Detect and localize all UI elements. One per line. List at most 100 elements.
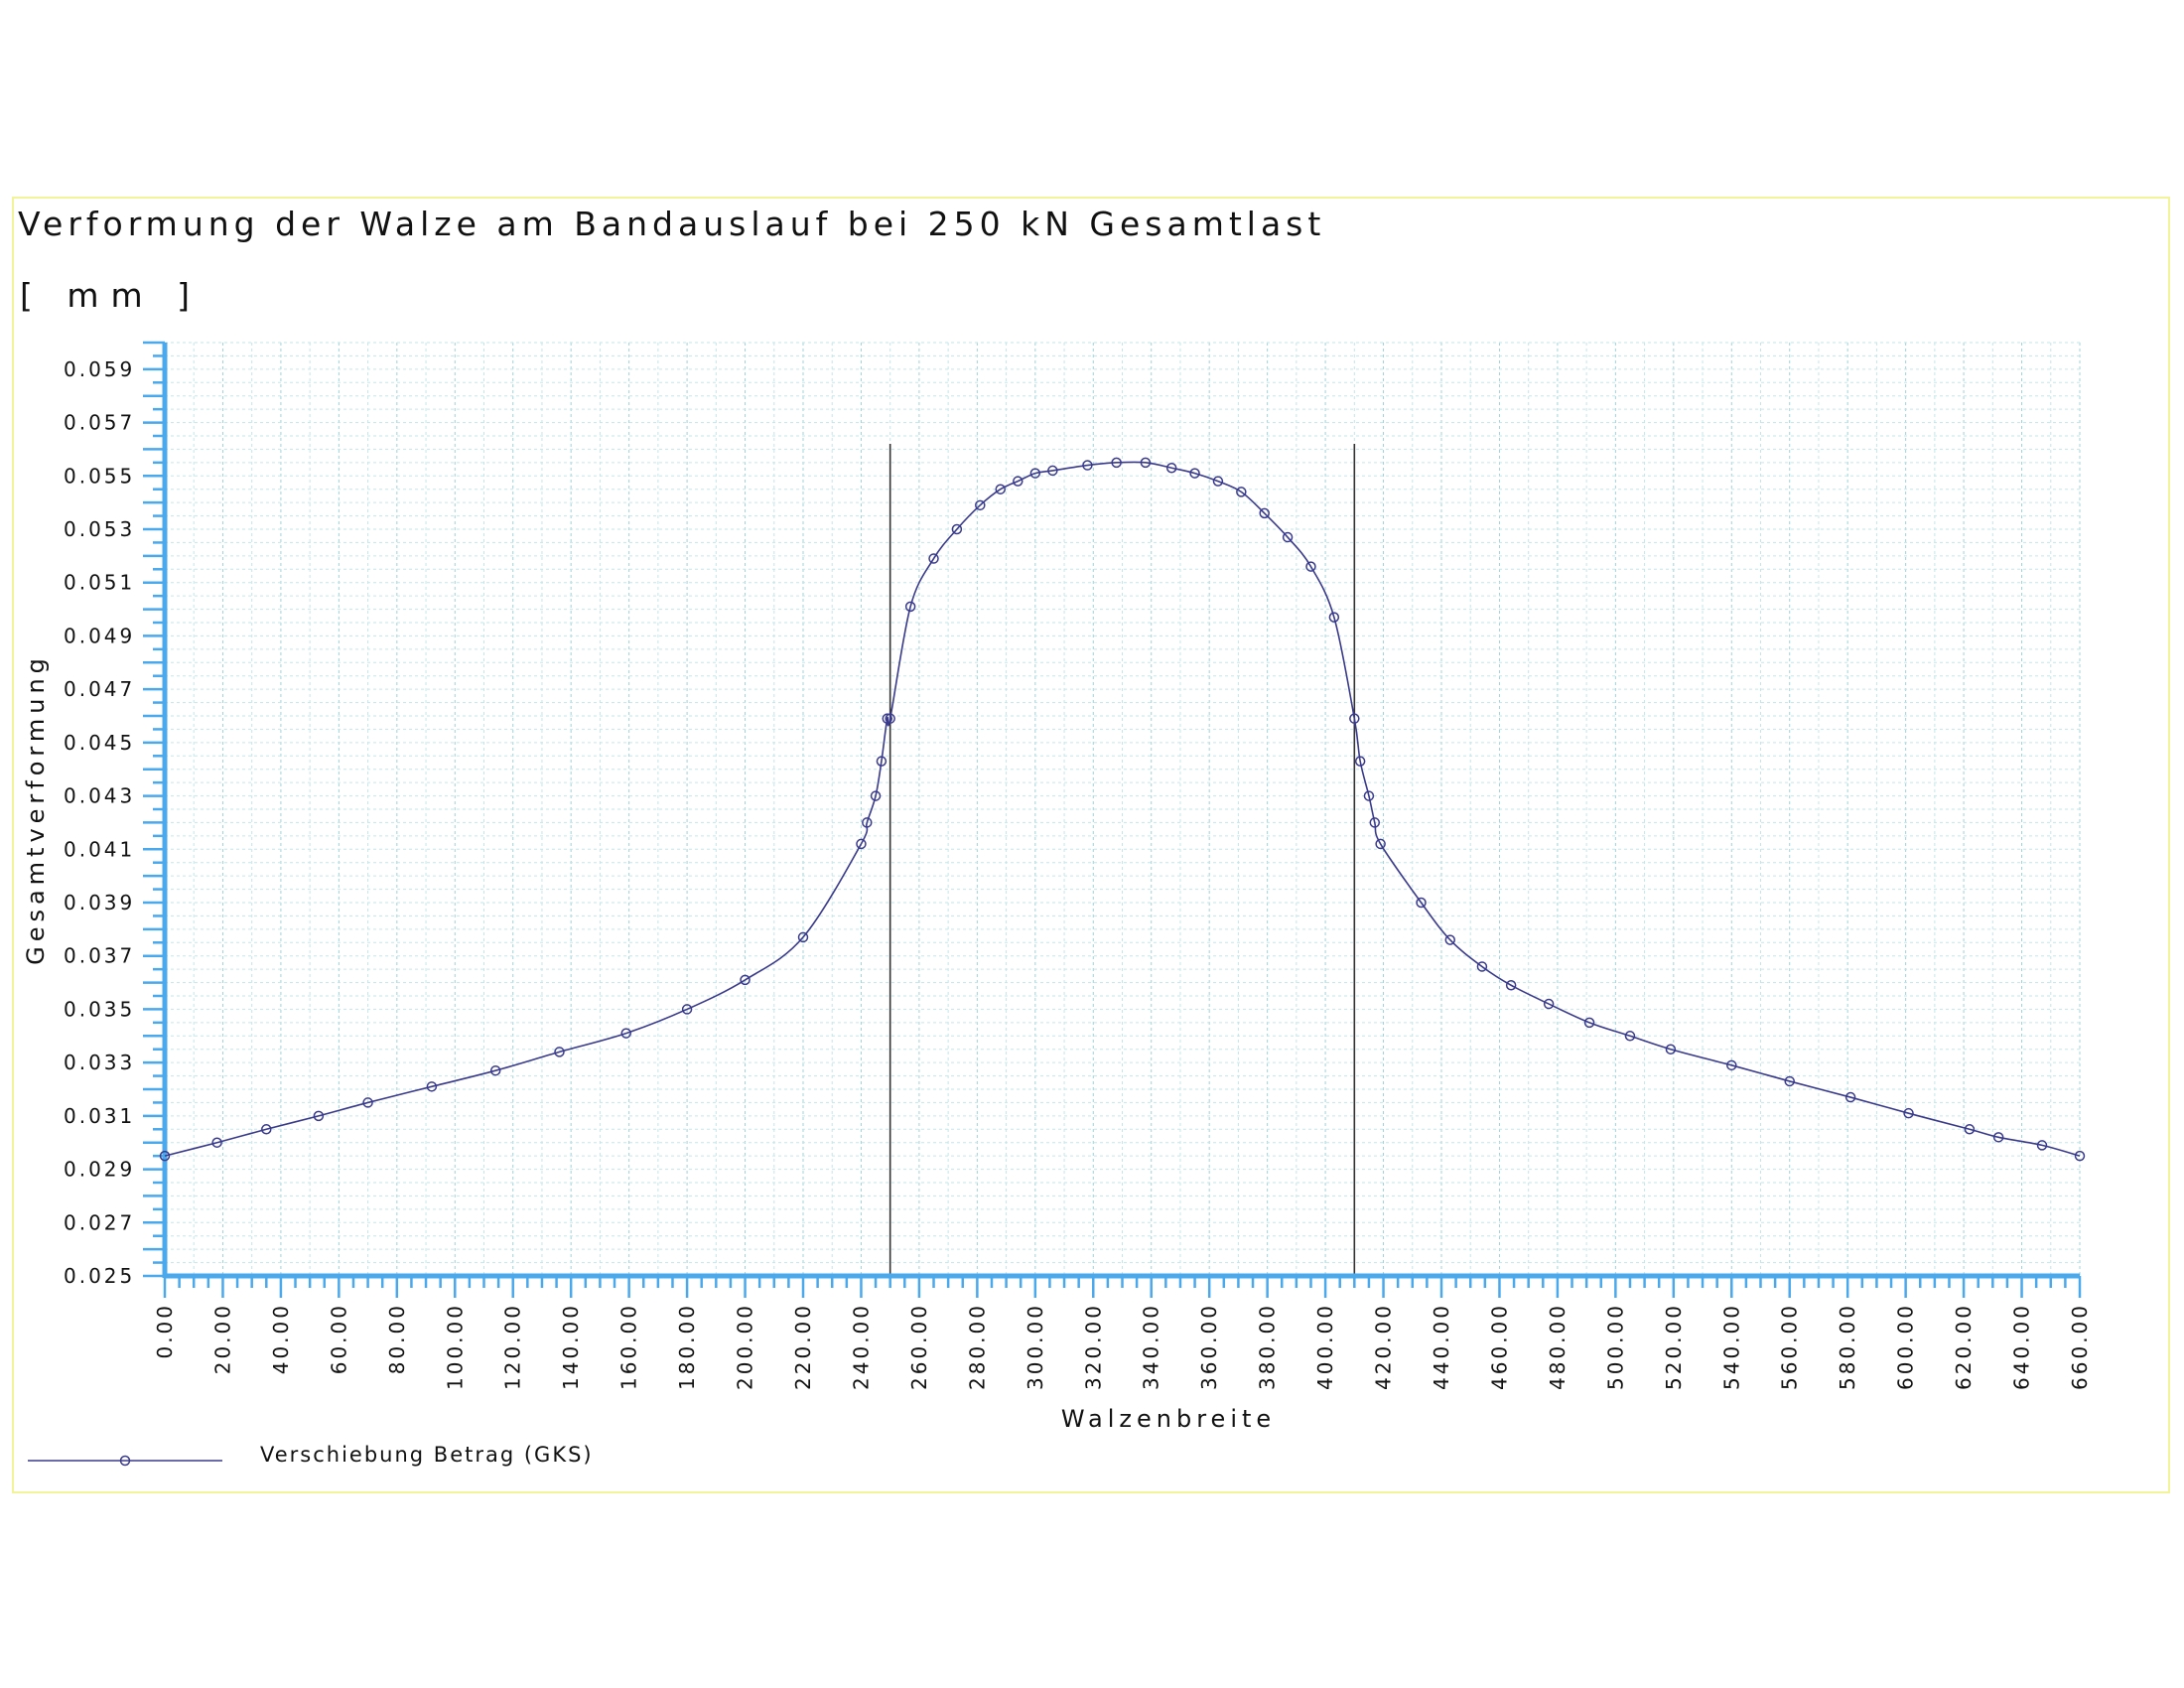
data-point — [1189, 468, 1200, 479]
data-point — [797, 931, 809, 943]
data-point — [1082, 460, 1093, 471]
data-point — [2036, 1140, 2048, 1151]
x-tick-label: 640.00 — [2010, 1303, 2034, 1390]
data-point — [1784, 1075, 1795, 1087]
data-point — [1236, 487, 1247, 497]
x-tick-label: 240.00 — [849, 1303, 873, 1390]
data-point — [1140, 457, 1152, 469]
grid — [164, 342, 2081, 1277]
x-tick-label: 540.00 — [1719, 1303, 1743, 1390]
y-tick-label: 0.043 — [64, 784, 135, 808]
data-point — [1047, 465, 1058, 477]
series-line — [164, 461, 2081, 1157]
data-point — [1013, 476, 1024, 487]
x-axis-label: Walzenbreite — [1061, 1405, 1276, 1433]
data-point — [1505, 980, 1517, 991]
data-point — [211, 1137, 222, 1148]
data-point — [975, 499, 986, 511]
chart-title: Verformung der Walze am Bandauslauf bei … — [18, 205, 1326, 243]
y-tick-label: 0.059 — [64, 357, 135, 381]
vertical-markers — [888, 444, 1356, 1276]
data-point — [489, 1064, 501, 1076]
data-point — [1375, 838, 1386, 850]
x-tick-label: 80.00 — [385, 1303, 409, 1374]
data-point — [928, 553, 939, 564]
data-point — [261, 1124, 272, 1135]
x-tick-label: 0.00 — [153, 1303, 177, 1359]
data-point — [1992, 1132, 2004, 1143]
data-point — [620, 1028, 631, 1039]
y-tick-label: 0.047 — [64, 677, 135, 701]
data-point — [681, 1004, 693, 1015]
x-tick-label: 140.00 — [559, 1303, 583, 1390]
y-tick-label: 0.041 — [64, 837, 135, 861]
x-tick-label: 60.00 — [327, 1303, 350, 1374]
data-point — [1416, 897, 1427, 909]
x-tick-label: 520.00 — [1662, 1303, 1686, 1390]
y-tick-label: 0.037 — [64, 944, 135, 968]
data-point — [1029, 468, 1041, 479]
y-axis-label: Gesamtverformung — [22, 653, 50, 965]
data-point — [1444, 934, 1456, 945]
x-tick-label: 420.00 — [1372, 1303, 1396, 1390]
y-tick-label: 0.029 — [64, 1158, 135, 1182]
data-point — [1964, 1124, 1976, 1135]
x-tick-label: 40.00 — [269, 1303, 293, 1374]
y-tick-label: 0.049 — [64, 624, 135, 647]
x-tick-label: 560.00 — [1778, 1303, 1802, 1390]
y-tick-label: 0.045 — [64, 731, 135, 755]
data-point — [876, 756, 887, 767]
x-tick-label: 660.00 — [2068, 1303, 2092, 1390]
data-point — [1282, 531, 1294, 543]
x-tick-label: 580.00 — [1836, 1303, 1859, 1390]
x-tick-label: 260.00 — [907, 1303, 931, 1390]
data-point — [362, 1097, 373, 1108]
data-point — [951, 523, 963, 535]
data-point — [740, 974, 751, 986]
data-point — [313, 1110, 325, 1122]
x-tick-label: 500.00 — [1603, 1303, 1627, 1390]
data-point — [1259, 507, 1270, 519]
data-point — [870, 790, 882, 801]
legend: Verschiebung Betrag (GKS) — [28, 1443, 592, 1467]
x-tick-label: 180.00 — [675, 1303, 699, 1390]
y-tick-label: 0.031 — [64, 1104, 135, 1128]
data-point — [1543, 998, 1555, 1010]
x-tick-label: 120.00 — [501, 1303, 525, 1390]
unit-label: [ mm ] — [20, 276, 203, 315]
data-point — [1476, 961, 1488, 972]
series-layer — [159, 457, 2086, 1162]
x-tick-label: 600.00 — [1894, 1303, 1918, 1390]
y-tick-label: 0.051 — [64, 571, 135, 595]
y-tick-label: 0.055 — [64, 464, 135, 488]
data-point — [856, 838, 867, 850]
x-tick-label: 320.00 — [1081, 1303, 1105, 1390]
data-point — [882, 713, 893, 724]
data-point — [1624, 1031, 1636, 1042]
x-tick-label: 340.00 — [1140, 1303, 1163, 1390]
data-point — [995, 484, 1006, 494]
data-point — [1328, 612, 1340, 623]
data-point — [1369, 817, 1381, 828]
x-tick-label: 200.00 — [734, 1303, 757, 1390]
chart-frame — [12, 197, 2170, 1493]
x-tick-label: 360.00 — [1197, 1303, 1221, 1390]
data-point — [426, 1081, 438, 1092]
data-point — [159, 1150, 171, 1162]
x-tick-label: 160.00 — [617, 1303, 641, 1390]
data-point — [904, 601, 916, 613]
data-point — [862, 817, 873, 828]
x-tick-label: 440.00 — [1430, 1303, 1453, 1390]
x-tick-labels: 0.00 20.00 40.00 60.00 80.00 100.00 120.00 140.… — [153, 1303, 2092, 1390]
data-point — [554, 1047, 565, 1057]
x-tick-label: 620.00 — [1952, 1303, 1976, 1390]
data-point — [1165, 462, 1177, 474]
x-tick-label: 460.00 — [1487, 1303, 1511, 1390]
data-point — [1903, 1107, 1914, 1119]
x-tick-label: 480.00 — [1546, 1303, 1570, 1390]
data-point — [1305, 561, 1316, 572]
y-tick-label: 0.057 — [64, 411, 135, 435]
x-tick-label: 100.00 — [443, 1303, 467, 1390]
data-point — [1212, 476, 1224, 487]
